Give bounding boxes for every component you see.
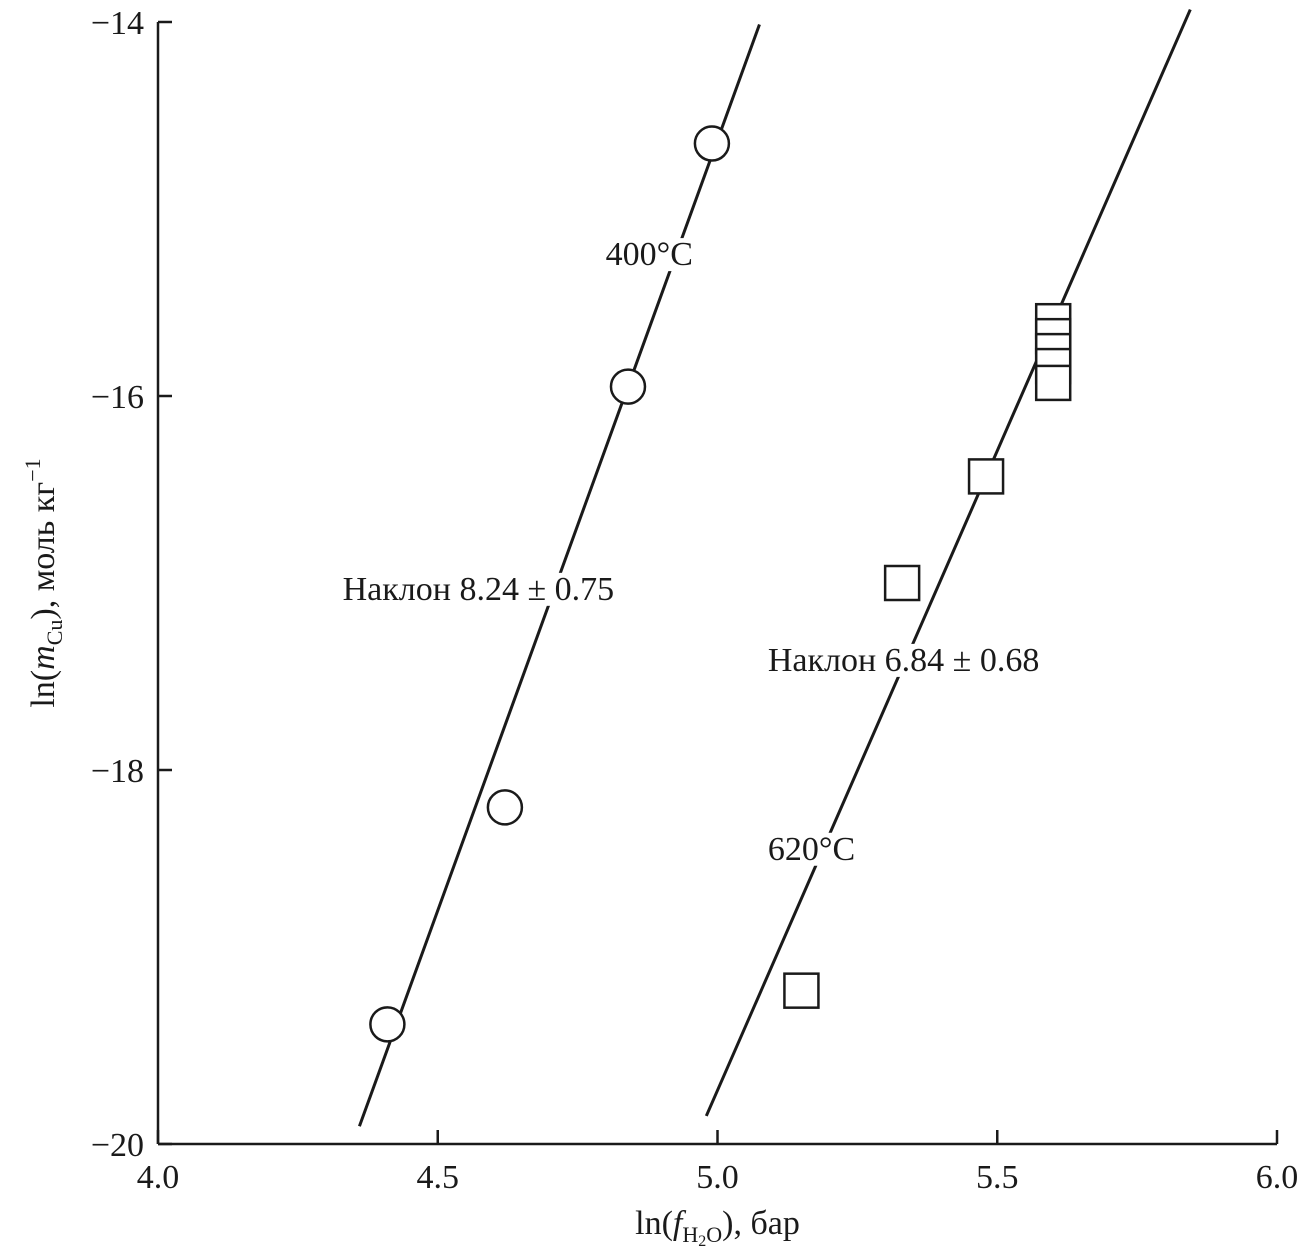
fit-line: [704, 8, 1192, 1117]
y-tick-label: −14: [91, 5, 144, 42]
annotation: 620°C: [763, 831, 860, 868]
square-marker: [967, 458, 1005, 495]
annotation-bg: [763, 643, 1044, 677]
annotation: Наклон 6.84 ± 0.68: [763, 642, 1044, 679]
data-markers: [369, 125, 1072, 1043]
x-tick-label: 5.0: [696, 1159, 739, 1196]
y-tick-label: −16: [91, 379, 144, 416]
annotation-label: Наклон 8.24 ± 0.75: [343, 571, 615, 608]
annotation-label: Наклон 6.84 ± 0.68: [768, 642, 1040, 679]
axes: 4.0 4.5 5.0 5.5 6.0 −20 −18 −16 −14: [91, 5, 1298, 1196]
circle-marker: [369, 1006, 406, 1043]
annotation-bg: [601, 238, 697, 272]
circle-marker: [609, 368, 647, 405]
annotation-label: 400°C: [606, 236, 693, 273]
axis-title-part: Cu: [42, 620, 67, 646]
square-marker: [883, 564, 921, 602]
annotation-bg: [763, 832, 860, 866]
annotations: 400°C Наклон 8.24 ± 0.75 Наклон 6.84 ± 0.6…: [338, 236, 1044, 868]
annotation: 400°C: [601, 236, 697, 273]
axis-title-part: H: [682, 1222, 698, 1247]
axis-title-part: ), моль кг: [25, 482, 62, 620]
circle-marker: [693, 125, 731, 162]
x-tick-label: 6.0: [1256, 1159, 1299, 1196]
y-axis-title: ln(mCu), моль кг−1: [20, 458, 67, 707]
axis-title-part: ), бар: [722, 1205, 800, 1242]
axis-title-part: m: [25, 645, 62, 670]
annotation: Наклон 8.24 ± 0.75: [338, 571, 619, 608]
square-marker: [783, 972, 820, 1009]
axis-title-part: ln(: [25, 670, 62, 708]
axis-title-part: ln(: [635, 1205, 673, 1242]
y-tick-label: −18: [91, 753, 144, 790]
x-tick-label: 5.5: [976, 1159, 1019, 1196]
x-tick-label: 4.5: [417, 1159, 460, 1196]
axis-title-part: O: [706, 1222, 722, 1247]
y-tick-label: −20: [91, 1127, 144, 1164]
x-axis-title: ln(fH2O), бар: [635, 1205, 800, 1247]
axis-title-part: 2: [698, 1233, 706, 1247]
x-tick-label: 4.0: [137, 1159, 180, 1196]
fit-lines: [358, 8, 1192, 1127]
annotation-bg: [338, 572, 619, 606]
axis-title-part: −1: [20, 458, 45, 481]
annotation-label: 620°C: [768, 831, 855, 868]
square-marker: [1034, 364, 1072, 402]
circle-marker: [486, 789, 524, 826]
